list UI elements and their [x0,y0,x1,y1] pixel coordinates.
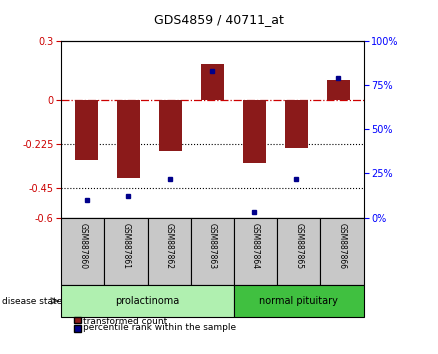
Text: percentile rank within the sample: percentile rank within the sample [84,323,237,332]
Bar [285,100,308,148]
Bar [61,218,105,285]
Bar [243,100,266,162]
Text: GSM887861: GSM887861 [122,223,131,269]
Text: GSM887863: GSM887863 [208,223,217,269]
Bar [159,100,182,151]
Bar [277,218,320,285]
Bar [320,218,364,285]
Text: normal pituitary: normal pituitary [259,296,338,306]
Bar [234,285,364,317]
Bar [201,64,224,100]
Text: GSM887860: GSM887860 [78,223,88,269]
Text: prolactinoma: prolactinoma [116,296,180,306]
Text: GDS4859 / 40711_at: GDS4859 / 40711_at [154,13,284,27]
Bar [148,218,191,285]
Text: GSM887864: GSM887864 [251,223,260,269]
Text: GSM887865: GSM887865 [294,223,303,269]
Bar [191,218,234,285]
Bar [75,100,98,160]
Bar [234,218,277,285]
Text: GSM887862: GSM887862 [165,223,174,269]
Bar [61,285,234,317]
Text: transformed count: transformed count [84,317,168,326]
Bar [105,218,148,285]
Text: GSM887866: GSM887866 [337,223,346,269]
Bar [117,100,140,178]
Text: disease state: disease state [2,297,63,306]
Bar [327,80,350,100]
